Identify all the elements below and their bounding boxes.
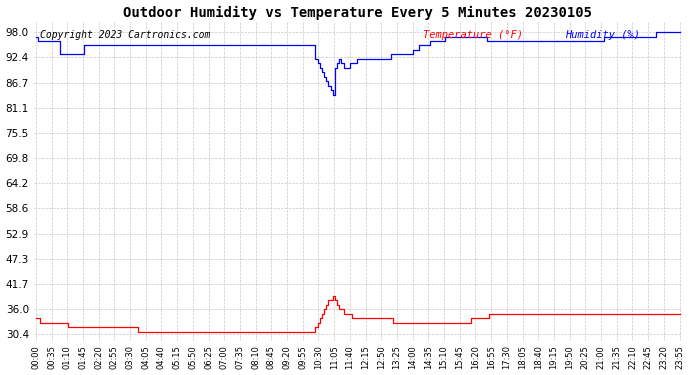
Text: Humidity (%): Humidity (%) xyxy=(565,30,640,40)
Text: Copyright 2023 Cartronics.com: Copyright 2023 Cartronics.com xyxy=(40,30,210,40)
Title: Outdoor Humidity vs Temperature Every 5 Minutes 20230105: Outdoor Humidity vs Temperature Every 5 … xyxy=(124,6,592,20)
Text: Temperature (°F): Temperature (°F) xyxy=(422,30,522,40)
